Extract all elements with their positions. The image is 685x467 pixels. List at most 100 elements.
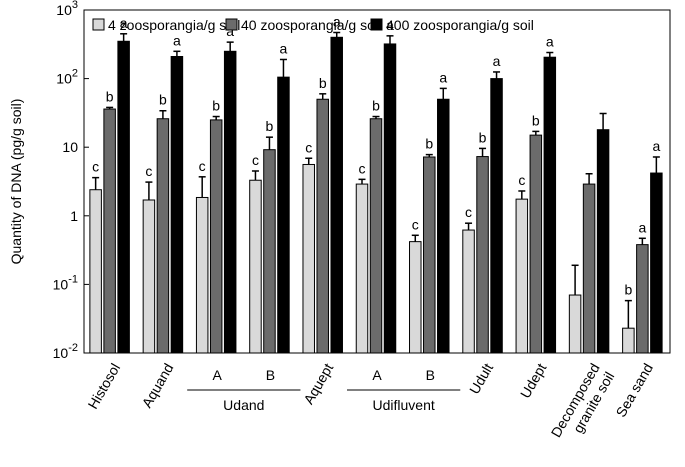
significance-letter: a: [638, 219, 646, 235]
bar: [543, 56, 557, 354]
significance-letter: b: [532, 112, 540, 128]
significance-letter: a: [546, 34, 554, 50]
significance-letter: a: [120, 15, 128, 31]
bar: [383, 43, 397, 354]
significance-letter: c: [92, 159, 99, 175]
significance-letter: c: [305, 139, 312, 155]
significance-letter: a: [652, 138, 660, 154]
legend-label: 4 zoosporangia/g soil: [108, 17, 240, 33]
bar: [582, 183, 596, 354]
bar: [369, 118, 383, 354]
significance-letter: b: [425, 136, 433, 152]
y-tick-base: 10: [53, 276, 69, 292]
bar: [650, 172, 663, 354]
y-tick-label: 10-2: [53, 342, 78, 361]
bar: [462, 229, 475, 354]
significance-letter: c: [145, 163, 152, 179]
significance-letter: a: [439, 69, 447, 85]
x-category-label: B: [266, 367, 275, 383]
significance-letter: a: [386, 17, 394, 33]
y-tick-exponent: -1: [68, 273, 78, 285]
bar: [156, 118, 170, 354]
bar: [636, 244, 649, 354]
plot-frame: [83, 9, 671, 354]
x-category-label: Decomposedgranite soil: [548, 361, 618, 449]
x-category-label: B: [426, 367, 435, 383]
x-category-label-line: Aquand: [139, 361, 177, 411]
significance-letter: c: [518, 172, 525, 188]
x-category-label: Aquand: [139, 361, 177, 411]
x-category-label-line: Histosol: [84, 361, 123, 412]
significance-letter: b: [372, 98, 380, 114]
significance-letter: a: [493, 53, 501, 69]
legend-swatch: [92, 18, 105, 31]
x-category-label-line: Aquept: [300, 360, 336, 407]
significance-letter: b: [159, 92, 167, 108]
y-tick-label: 1: [70, 208, 78, 224]
bar: [622, 327, 635, 354]
bar: [103, 108, 116, 354]
y-axis-label: Quantity of DNA (pg/g soil): [8, 99, 24, 265]
y-tick-base: 10: [56, 2, 72, 18]
x-category-label: Sea sand: [613, 361, 656, 420]
significance-letter: b: [624, 282, 632, 298]
significance-letter: c: [412, 216, 419, 232]
legend-label: 40 zoosporangia/g soil: [241, 17, 381, 33]
bar: [223, 50, 237, 354]
x-axis-group-labels: Udand Udifluvent: [187, 389, 461, 413]
bar: [596, 129, 610, 354]
significance-letter: a: [226, 23, 234, 39]
bar: [302, 163, 315, 354]
significance-letter: b: [106, 88, 114, 104]
bar: [316, 98, 329, 354]
bar: [142, 199, 156, 354]
bars: [89, 36, 663, 354]
significance-letter: c: [465, 204, 472, 220]
x-category-label-line: Udept: [517, 360, 550, 400]
x-group-label: Udifluvent: [373, 397, 435, 413]
legend-swatch: [225, 18, 238, 31]
bar: [490, 78, 503, 354]
x-category-label: Udept: [517, 360, 550, 400]
x-category-label: A: [372, 367, 382, 383]
x-axis-category-labels: Histosol Aquand A B Aquept A B Udult UdeptDecomp…: [84, 360, 656, 449]
x-category-label: Aquept: [300, 360, 336, 407]
legend: 4 zoosporangia/g soil 40 zoosporangia/g s…: [92, 17, 534, 33]
bar: [423, 156, 436, 354]
y-tick-label: 102: [56, 68, 78, 87]
y-tick-exponent: -2: [68, 342, 78, 354]
y-tick-label: 10-1: [53, 273, 78, 292]
significance-labels: c c c c c c c c c b b b b b b b b b b a a a a a a a a a a a: [92, 13, 660, 297]
error-bars: [92, 31, 660, 329]
significance-letter: b: [319, 75, 327, 91]
bar: [89, 189, 102, 354]
x-category-label: A: [213, 367, 223, 383]
y-tick-label: 103: [56, 0, 78, 18]
x-group-label: Udand: [223, 397, 264, 413]
y-tick-base: 10: [53, 345, 69, 361]
bar: [437, 98, 450, 354]
significance-letter: a: [333, 13, 341, 29]
bar: [476, 156, 489, 354]
significance-letter: a: [173, 32, 181, 48]
bar: [515, 198, 529, 354]
y-tick-exponent: 3: [72, 0, 78, 11]
bar: [263, 149, 276, 354]
significance-letter: c: [199, 158, 206, 174]
bar: [195, 196, 209, 354]
significance-letter: c: [252, 152, 259, 168]
bar: [209, 119, 223, 354]
legend-swatch: [370, 18, 383, 31]
y-tick-base: 1: [70, 208, 78, 224]
significance-letter: b: [266, 118, 274, 134]
bar: [249, 179, 262, 354]
y-tick-base: 10: [62, 139, 78, 155]
bar: [117, 40, 130, 354]
bar: [170, 55, 184, 354]
bar: [355, 183, 369, 354]
x-category-label: Udult: [466, 360, 496, 396]
bar: [529, 134, 543, 354]
significance-letter: b: [479, 129, 487, 145]
